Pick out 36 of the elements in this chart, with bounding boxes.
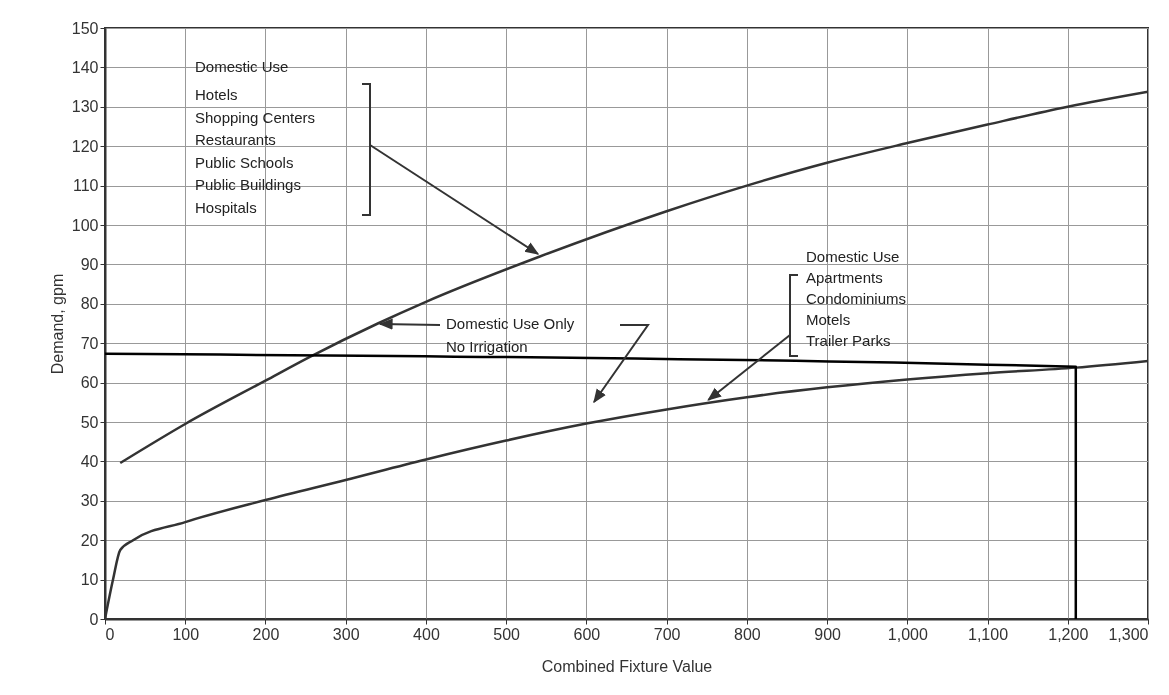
x-tick-label: 400	[413, 625, 440, 643]
y-tick-label: 60	[80, 374, 99, 392]
y-tick-label: 40	[80, 452, 99, 470]
y-tick-label: 120	[71, 137, 99, 155]
x-tick-label: 1,200	[1048, 625, 1089, 643]
y-tick-label: 110	[72, 177, 99, 195]
annotation: Domestic Use Only No Irrigation	[446, 315, 575, 355]
y-tick-label: 10	[80, 571, 99, 589]
x-tick-label: 600	[573, 625, 601, 643]
annotation: Domestic Use	[195, 58, 289, 75]
x-tick-label: 200	[252, 625, 280, 643]
x-tick-label: 500	[493, 625, 521, 643]
y-tick-label: 90	[80, 255, 99, 273]
x-tick-label: 800	[733, 625, 761, 643]
x-tick-label: 1,000	[887, 625, 928, 643]
y-tick-label: 30	[80, 492, 99, 510]
y-tick-label: 70	[80, 334, 99, 352]
y-tick-label: 140	[71, 58, 99, 76]
x-tick-label: 700	[653, 625, 681, 643]
x-tick-label: 300	[332, 625, 360, 643]
x-axis-title: Combined Fixture Value	[541, 657, 713, 675]
y-tick-label: 100	[71, 216, 99, 234]
x-tick-label: 900	[814, 625, 842, 643]
y-tick-label: 80	[80, 295, 99, 313]
annotation: Hotels Shopping Centers Restaurants Public Schools Public Buildings Hospitals	[195, 86, 316, 216]
y-tick-label: 50	[80, 413, 99, 431]
x-tick-label: 1,100	[968, 625, 1009, 643]
x-tick-label: 1,300	[1108, 625, 1149, 643]
y-tick-label: 0	[89, 610, 99, 628]
y-axis-title: Demand, gpm	[48, 273, 66, 375]
y-tick-label: 20	[80, 531, 99, 549]
y-tick-label: 130	[71, 98, 99, 116]
y-tick-label: 150	[71, 19, 99, 37]
annotation: Domestic Use Apartments Condominiums Motels Trailer Parks	[806, 248, 907, 349]
x-tick-label: 0	[105, 625, 115, 643]
x-tick-label: 100	[172, 625, 200, 643]
